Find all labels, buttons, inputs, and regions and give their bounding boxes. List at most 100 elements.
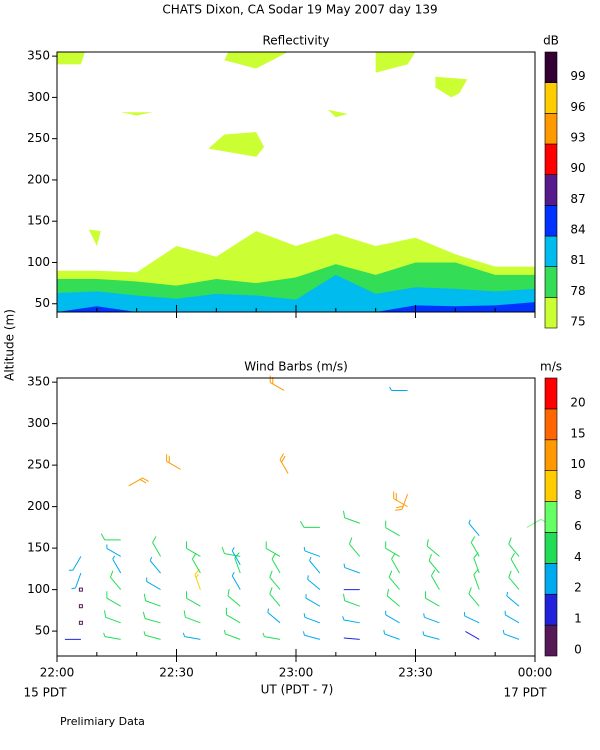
- wind-barb: [68, 556, 82, 571]
- wind-barb: [385, 520, 400, 537]
- colorbar-tick-label: 84: [570, 223, 585, 237]
- colorbar-tick-label: 96: [570, 100, 585, 114]
- figure-title: CHATS Dixon, CA Sodar 19 May 2007 day 13…: [162, 3, 437, 17]
- note: Prelimiary Data: [60, 715, 145, 728]
- wind-barb: [225, 607, 241, 624]
- y-tick-label: 300: [27, 416, 50, 430]
- contour-patch: [57, 52, 85, 65]
- colorbar-tick-label: 1: [574, 612, 582, 626]
- contour-patch: [120, 112, 153, 116]
- wind-barb: [465, 630, 480, 640]
- wind-barb: [388, 570, 400, 590]
- colorbar-tick-label: 75: [570, 315, 585, 329]
- x-tick-label: 22:30: [159, 666, 194, 680]
- x-tick-label: 22:00: [40, 666, 75, 680]
- wind-barb: [103, 632, 121, 640]
- colorbar-segment: [544, 593, 558, 626]
- wind-barb: [303, 546, 321, 557]
- wind-barb: [422, 631, 440, 640]
- colorbar-segment: [544, 205, 558, 237]
- wind-barb: [106, 591, 121, 607]
- wind-barb: [183, 610, 201, 624]
- wind-barb: [269, 570, 281, 590]
- y-tick-label: 300: [27, 90, 50, 104]
- wind-barb: [265, 541, 281, 557]
- colorbar-segment: [544, 501, 558, 533]
- colorbar-segment: [544, 624, 558, 657]
- contour-patch: [88, 229, 101, 246]
- colorbar-segment: [544, 532, 558, 564]
- colorbar-segment: [544, 266, 558, 298]
- colorbar-tick-label: 6: [574, 519, 582, 533]
- wind-barb: [103, 610, 121, 624]
- wind-barb: [426, 539, 440, 557]
- colorbar-segment: [544, 439, 558, 471]
- wind-barb: [307, 575, 321, 590]
- wind-barb: [143, 631, 161, 640]
- wind-barb: [279, 453, 289, 474]
- wind-barb: [463, 612, 480, 624]
- wind-barb: [425, 591, 440, 607]
- wind-barb: [303, 613, 321, 624]
- wind-barb: [109, 570, 122, 590]
- wind-barb: [267, 608, 281, 624]
- contour-patch: [375, 52, 416, 73]
- date-right: 17 PDT: [504, 686, 548, 700]
- wind-barb: [299, 521, 320, 528]
- y-tick-label: 100: [27, 582, 50, 596]
- colorbar-tick-label: 15: [570, 426, 585, 440]
- wind-barb: [227, 588, 241, 607]
- x-tick-label: 23:00: [279, 666, 314, 680]
- wind-barb: [262, 632, 281, 640]
- y-tick-label: 200: [27, 172, 50, 186]
- contour-band: [57, 274, 535, 312]
- wind-barb: [348, 537, 361, 557]
- wind-barb: [470, 536, 480, 557]
- wind-barb: [386, 588, 400, 607]
- colorbar-segment: [544, 470, 558, 502]
- wind-barb: [302, 631, 321, 640]
- wind-barb: [428, 554, 440, 574]
- colorbar-tick-label: 2: [574, 581, 582, 595]
- y-tick-label: 350: [27, 375, 50, 389]
- colorbar-tick-label: 0: [574, 643, 582, 657]
- wind-barb: [343, 563, 360, 574]
- y-tick-label: 50: [35, 624, 50, 638]
- calm-marker: [78, 604, 83, 609]
- wind-barb: [231, 547, 241, 565]
- y-tick-label: 250: [27, 458, 50, 472]
- colorbar-tick-label: 93: [570, 131, 585, 145]
- x-tick-label: 00:00: [518, 666, 553, 680]
- wind-barb: [342, 510, 360, 524]
- wind-barb: [112, 555, 122, 574]
- wind-barb: [71, 572, 82, 590]
- wind-barb: [468, 519, 480, 536]
- y-axis-label: Altitude (m): [3, 309, 17, 381]
- wind-barb: [221, 546, 241, 557]
- wind-barb: [502, 629, 520, 640]
- y-tick-label: 350: [27, 49, 50, 63]
- wind-barb: [182, 632, 201, 640]
- wind-barb: [393, 491, 408, 508]
- wind-barb: [423, 613, 440, 624]
- wind-barb: [166, 454, 181, 470]
- colorbar-segment: [544, 143, 558, 175]
- wind-barb: [473, 568, 480, 590]
- wind-barb: [231, 572, 241, 590]
- wind-barb: [309, 556, 321, 574]
- wind-barb: [508, 537, 520, 557]
- colorbar-label: m/s: [540, 360, 562, 374]
- colorbar-segment: [544, 563, 558, 595]
- panel-title: Reflectivity: [262, 34, 329, 48]
- wind-barb: [152, 536, 162, 557]
- x-axis-label: UT (PDT - 7): [261, 683, 334, 697]
- wind-barb: [269, 587, 281, 607]
- y-tick-label: 50: [35, 296, 50, 310]
- wind-barb: [143, 593, 161, 607]
- wind-barb: [343, 637, 360, 640]
- wind-barb: [149, 556, 161, 574]
- y-tick-label: 150: [27, 541, 50, 555]
- contour-patch: [208, 132, 265, 157]
- wind-barb: [508, 570, 520, 590]
